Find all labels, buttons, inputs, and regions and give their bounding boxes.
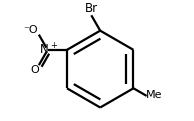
Text: Me: Me [146, 90, 163, 100]
Text: ⁻O: ⁻O [23, 25, 38, 35]
Text: O: O [30, 65, 39, 75]
Text: N: N [40, 43, 48, 56]
Text: Br: Br [85, 2, 98, 15]
Text: +: + [50, 41, 57, 49]
